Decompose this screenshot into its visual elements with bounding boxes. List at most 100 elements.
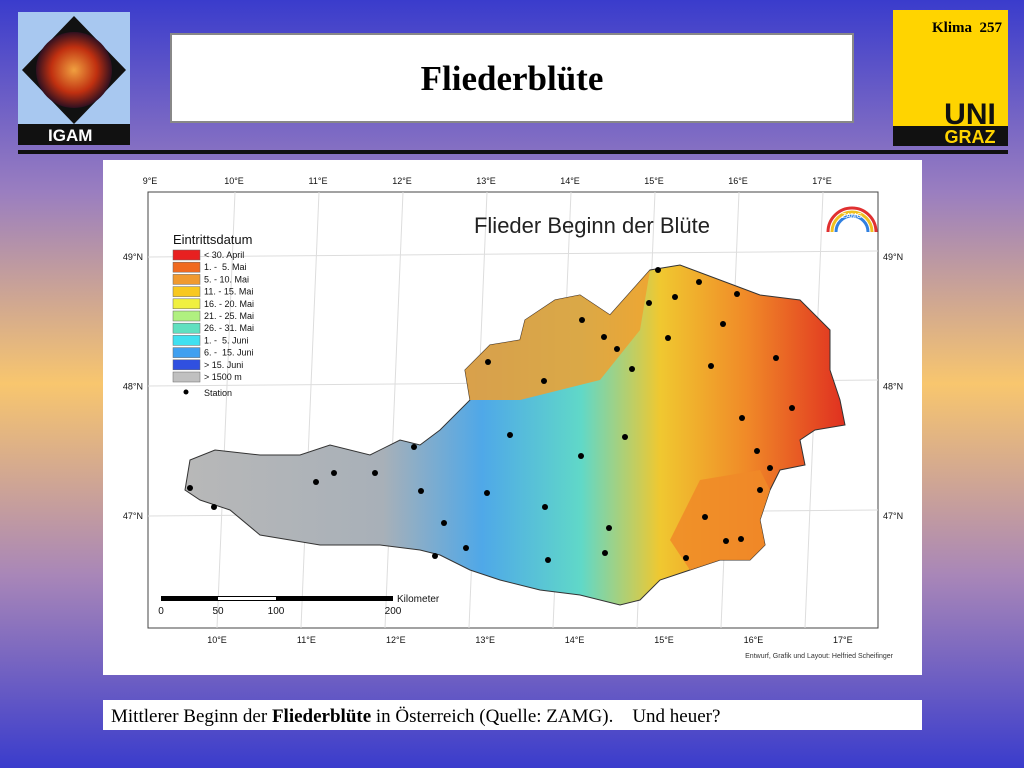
- map-title: Flieder Beginn der Blüte: [474, 213, 710, 238]
- station: [606, 525, 612, 531]
- graticule: [216, 191, 236, 629]
- coordinate-label: 15°E: [644, 176, 664, 186]
- station: [622, 434, 628, 440]
- station: [441, 520, 447, 526]
- uni-text: GRAZ: [945, 127, 996, 147]
- station: [734, 291, 740, 297]
- legend-station: [183, 389, 189, 395]
- station: [672, 294, 678, 300]
- coordinate-label: 48°N: [883, 382, 903, 392]
- scale-label: 200: [385, 606, 402, 617]
- coordinate-label: 47°N: [123, 511, 143, 521]
- legend-swatch: [172, 249, 201, 261]
- caption-box: [103, 700, 922, 730]
- zamg-rainbow: [830, 210, 874, 233]
- scale-label: 50: [212, 606, 224, 617]
- station: [720, 321, 726, 327]
- coordinate-label: 12°E: [392, 176, 412, 186]
- coordinate-label: 49°N: [123, 252, 143, 262]
- station: [773, 355, 779, 361]
- station: [723, 538, 729, 544]
- station: [187, 485, 193, 491]
- title: Fliederblüte: [421, 59, 604, 98]
- station: [579, 317, 585, 323]
- scale-bar: [161, 596, 393, 601]
- station: [738, 536, 744, 542]
- coordinate-label: 16°E: [728, 176, 748, 186]
- station: [702, 514, 708, 520]
- caption-text: Mittlerer Beginn der: [111, 706, 272, 727]
- logo-globe: [36, 32, 112, 108]
- station: [754, 448, 760, 454]
- legend-swatch: [172, 347, 201, 358]
- map: 9°E 10°E 11°E 12°E 13°E 14°E 15°E 16°E 17°E 10°E 1…: [123, 176, 903, 660]
- logo-text: IGAM: [48, 126, 92, 145]
- coordinate-label: 9°E: [143, 176, 158, 186]
- station: [463, 545, 469, 551]
- coordinate-label: 16°E: [744, 635, 764, 645]
- graticule: [147, 250, 879, 258]
- uni-text: UNI: [944, 98, 996, 131]
- station: [432, 553, 438, 559]
- slide-label: Klima 257: [932, 20, 1002, 36]
- station: [411, 444, 417, 450]
- station: [696, 279, 702, 285]
- station: [665, 335, 671, 341]
- coordinate-label: 14°E: [560, 176, 580, 186]
- coordinate-label: 12°E: [386, 635, 406, 645]
- legend-swatch: [172, 371, 201, 383]
- coordinate-label: 17°E: [833, 635, 853, 645]
- lowland-southeast: [670, 470, 770, 570]
- legend-label: 1. - 5. Mai: [204, 262, 247, 272]
- coordinate-label: 15°E: [654, 635, 674, 645]
- station: [614, 346, 620, 352]
- zamg-rainbow: [826, 206, 878, 233]
- station: [485, 359, 491, 365]
- scale-label: 100: [268, 606, 285, 617]
- station: [542, 504, 548, 510]
- legend-swatch: [172, 286, 201, 297]
- station: [578, 453, 584, 459]
- graticule: [300, 191, 320, 629]
- station: [418, 488, 424, 494]
- station: [484, 490, 490, 496]
- coordinate-label: 48°N: [123, 382, 143, 392]
- legend-label: 26. - 31. Mai: [204, 323, 254, 333]
- legend-swatch: [172, 261, 201, 273]
- station: [789, 405, 795, 411]
- station: [739, 415, 745, 421]
- logo-band: [18, 124, 130, 145]
- coordinate-label: 49°N: [883, 252, 903, 262]
- legend-label: 11. - 15. Mai: [204, 287, 253, 297]
- legend-label: 21. - 25. Mai: [204, 311, 254, 321]
- credit: Entwurf, Grafik und Layout: Helfried Sch…: [745, 653, 894, 660]
- legend-swatch: [172, 274, 201, 285]
- station: [767, 465, 773, 471]
- legend-swatch: [172, 310, 201, 322]
- divider: [18, 150, 1008, 154]
- caption: Mittlerer Beginn der Fliederblüte in Öst…: [111, 706, 720, 727]
- station: [646, 300, 652, 306]
- station: [313, 479, 319, 485]
- station: [331, 470, 337, 476]
- graticule: [384, 191, 404, 629]
- legend-swatch: [172, 359, 201, 371]
- station: [372, 470, 378, 476]
- station: [541, 378, 547, 384]
- coordinate-label: 10°E: [207, 635, 227, 645]
- uni-band: [893, 126, 1008, 146]
- station: [629, 366, 635, 372]
- station: [545, 557, 551, 563]
- legend-swatch: [172, 322, 201, 334]
- scale-label: 0: [158, 606, 164, 617]
- station: [602, 550, 608, 556]
- zamg-logo: ZAMG: [842, 213, 862, 220]
- coordinate-label: 14°E: [565, 635, 585, 645]
- legend-label: > 1500 m: [204, 372, 242, 382]
- legend-label: 16. - 20. Mai: [204, 299, 254, 309]
- title-box: [170, 33, 854, 123]
- coordinate-label: 11°E: [297, 635, 316, 645]
- legend-title: Eintrittsdatum: [173, 232, 252, 247]
